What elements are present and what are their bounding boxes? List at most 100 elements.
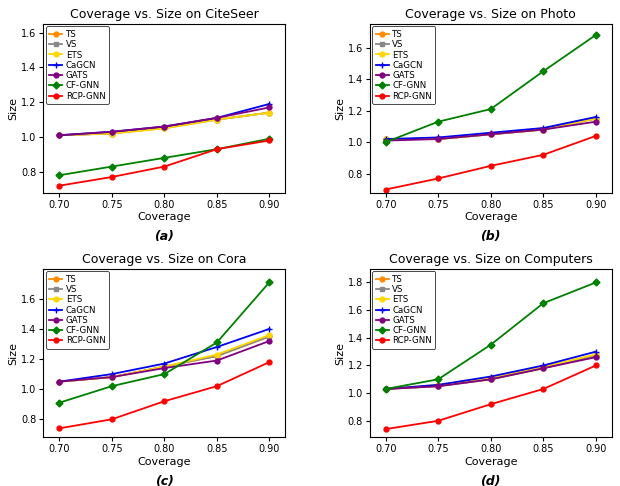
TS <box>55 132 63 138</box>
CaGCN <box>539 363 547 368</box>
Line: GATS: GATS <box>383 119 598 143</box>
VS <box>382 136 389 142</box>
GATS <box>487 376 495 382</box>
ETS <box>213 117 221 122</box>
GATS <box>161 365 168 371</box>
RCP-GNN <box>487 401 495 407</box>
VS <box>592 116 600 122</box>
ETS <box>55 132 63 138</box>
Line: TS: TS <box>57 334 272 384</box>
Line: GATS: GATS <box>57 105 272 138</box>
CF-GNN <box>266 136 273 141</box>
TS <box>435 136 442 142</box>
CF-GNN <box>55 400 63 406</box>
CF-GNN <box>487 342 495 347</box>
Line: CF-GNN: CF-GNN <box>57 136 272 178</box>
ETS <box>55 379 63 384</box>
GATS <box>108 374 115 380</box>
ETS <box>487 375 495 381</box>
VS <box>108 131 115 137</box>
RCP-GNN <box>161 164 168 170</box>
CaGCN <box>108 129 115 135</box>
ETS <box>592 351 600 357</box>
Legend: TS, VS, ETS, CaGCN, GATS, CF-GNN, RCP-GNN: TS, VS, ETS, CaGCN, GATS, CF-GNN, RCP-GN… <box>373 26 435 104</box>
GATS <box>539 365 547 371</box>
VS <box>539 365 547 371</box>
CaGCN <box>382 136 389 142</box>
Y-axis label: Size: Size <box>8 97 19 120</box>
GATS <box>161 123 168 129</box>
X-axis label: Coverage: Coverage <box>138 457 191 467</box>
GATS <box>382 138 389 143</box>
CaGCN <box>382 386 389 392</box>
Title: Coverage vs. Size on Computers: Coverage vs. Size on Computers <box>389 253 593 266</box>
GATS <box>435 136 442 142</box>
ETS <box>382 136 389 142</box>
TS <box>435 383 442 389</box>
CF-GNN <box>108 383 115 389</box>
RCP-GNN <box>539 386 547 392</box>
ETS <box>487 131 495 137</box>
TS <box>108 374 115 380</box>
ETS <box>108 374 115 380</box>
Y-axis label: Size: Size <box>8 342 19 364</box>
ETS <box>382 386 389 392</box>
ETS <box>161 125 168 131</box>
Title: Coverage vs. Size on CiteSeer: Coverage vs. Size on CiteSeer <box>70 8 259 21</box>
RCP-GNN <box>108 174 115 180</box>
CF-GNN <box>108 164 115 170</box>
CaGCN <box>108 371 115 377</box>
CF-GNN <box>266 279 273 285</box>
ETS <box>539 127 547 133</box>
CF-GNN <box>435 376 442 382</box>
TS <box>592 353 600 359</box>
ETS <box>592 116 600 122</box>
GATS <box>108 129 115 135</box>
RCP-GNN <box>266 359 273 365</box>
RCP-GNN <box>592 363 600 368</box>
Legend: TS, VS, ETS, CaGCN, GATS, CF-GNN, RCP-GNN: TS, VS, ETS, CaGCN, GATS, CF-GNN, RCP-GN… <box>46 271 109 349</box>
Legend: TS, VS, ETS, CaGCN, GATS, CF-GNN, RCP-GNN: TS, VS, ETS, CaGCN, GATS, CF-GNN, RCP-GN… <box>373 271 435 349</box>
TS <box>592 116 600 122</box>
RCP-GNN <box>382 187 389 192</box>
CaGCN <box>435 135 442 140</box>
TS <box>487 131 495 137</box>
ETS <box>539 364 547 370</box>
Line: ETS: ETS <box>383 352 598 391</box>
CaGCN <box>592 114 600 120</box>
Line: CF-GNN: CF-GNN <box>57 280 272 405</box>
Legend: TS, VS, ETS, CaGCN, GATS, CF-GNN, RCP-GNN: TS, VS, ETS, CaGCN, GATS, CF-GNN, RCP-GN… <box>46 26 109 104</box>
VS <box>435 383 442 389</box>
VS <box>55 379 63 384</box>
CF-GNN <box>55 173 63 178</box>
VS <box>539 127 547 133</box>
CF-GNN <box>213 340 221 346</box>
RCP-GNN <box>487 163 495 169</box>
TS <box>266 333 273 339</box>
CaGCN <box>487 130 495 136</box>
Line: CF-GNN: CF-GNN <box>383 33 598 145</box>
Text: (b): (b) <box>480 230 501 243</box>
TS <box>539 365 547 371</box>
Text: (c): (c) <box>155 474 174 486</box>
TS <box>55 379 63 384</box>
VS <box>266 110 273 116</box>
Y-axis label: Size: Size <box>335 342 345 364</box>
VS <box>161 123 168 129</box>
RCP-GNN <box>435 175 442 181</box>
GATS <box>55 379 63 384</box>
TS <box>213 353 221 359</box>
Line: CF-GNN: CF-GNN <box>383 280 598 391</box>
GATS <box>487 131 495 137</box>
Line: VS: VS <box>383 116 598 141</box>
RCP-GNN <box>382 426 389 432</box>
CaGCN <box>161 123 168 129</box>
CF-GNN <box>487 106 495 112</box>
CF-GNN <box>435 119 442 124</box>
Line: RCP-GNN: RCP-GNN <box>383 134 598 192</box>
RCP-GNN <box>213 146 221 152</box>
ETS <box>435 136 442 142</box>
CF-GNN <box>161 155 168 161</box>
Line: GATS: GATS <box>383 355 598 391</box>
Line: TS: TS <box>383 116 598 141</box>
